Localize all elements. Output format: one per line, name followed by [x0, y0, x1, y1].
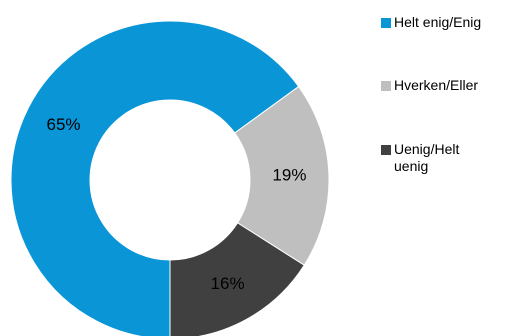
legend-label-hverken: Hverken/Eller [394, 77, 479, 93]
legend-item-hverken: Hverken/Eller [381, 77, 478, 94]
legend-swatch-uenig [381, 145, 391, 155]
legend-label-helt-enig: Helt enig/Enig [394, 14, 482, 30]
data-label-1: 19% [272, 166, 306, 185]
legend-swatch-hverken [381, 81, 391, 91]
legend-label-uenig: Uenig/Helt uenig [394, 141, 460, 174]
legend-swatch-helt-enig [381, 18, 391, 28]
donut-slice-0 [10, 20, 300, 336]
donut-slice-2 [169, 222, 305, 336]
donut-slice-1 [234, 85, 330, 266]
legend-item-helt-enig: Helt enig/Enig [381, 14, 481, 31]
data-label-0: 65% [47, 115, 81, 134]
data-label-2: 16% [211, 274, 245, 293]
legend-item-uenig: Uenig/Helt uenig [381, 141, 459, 175]
